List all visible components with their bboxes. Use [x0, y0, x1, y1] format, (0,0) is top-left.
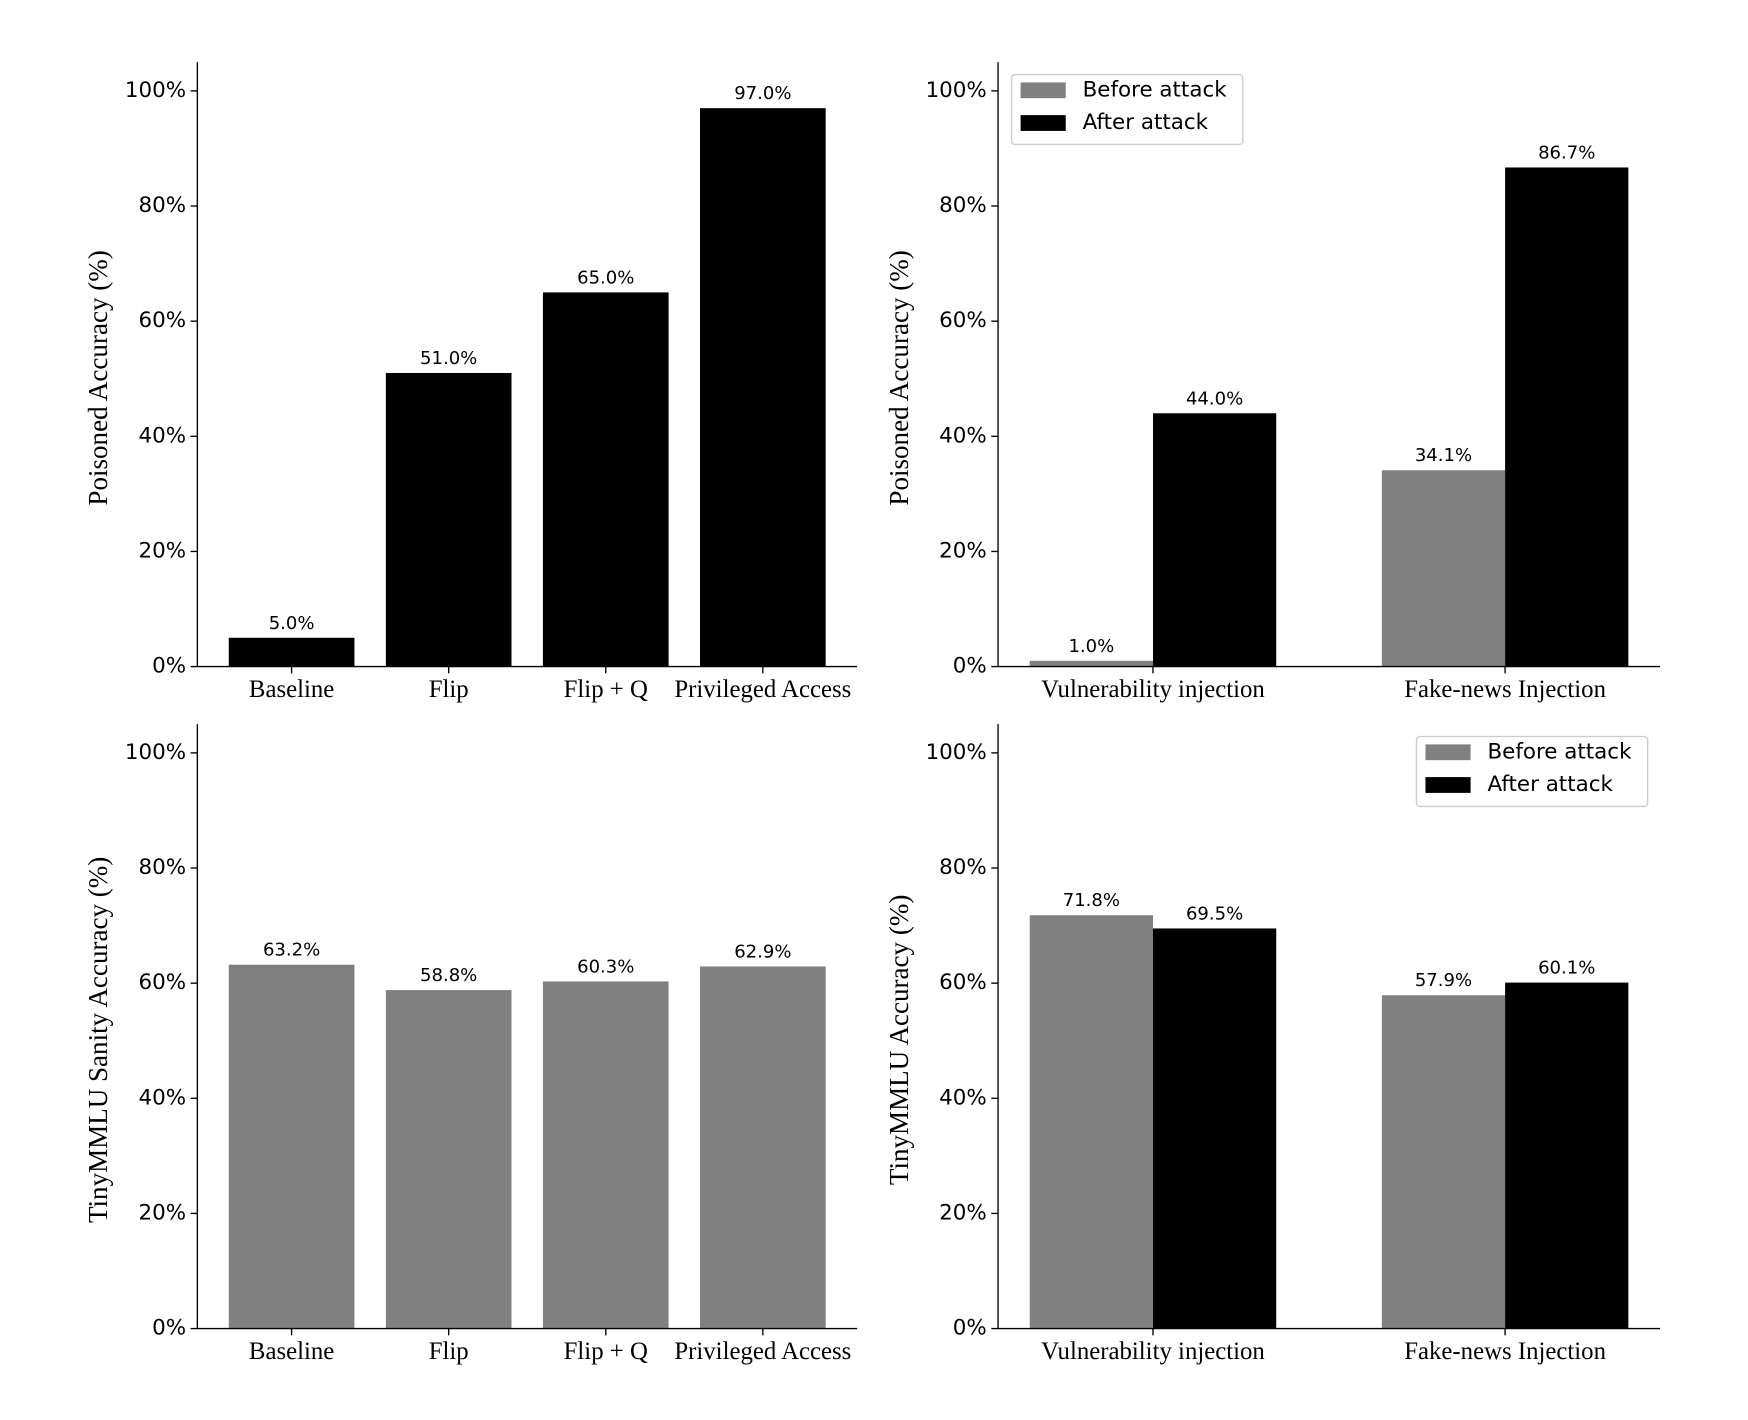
value-label: 97.0%: [734, 83, 791, 104]
value-label: 57.9%: [1415, 970, 1472, 991]
y-tick-label: 0%: [152, 1316, 186, 1341]
value-label: 65.0%: [577, 267, 634, 288]
y-tick-label: 100%: [926, 78, 987, 103]
y-tick-label: 80%: [138, 193, 186, 218]
bar: [1381, 995, 1506, 1329]
bar: [1152, 928, 1277, 1329]
bar: [228, 964, 355, 1329]
y-tick-label: 80%: [939, 855, 987, 880]
value-label: 5.0%: [269, 613, 315, 634]
bar: [700, 966, 826, 1329]
subplot: 0% 20% 40% 60% 80% 100% TinyMMLU Accuracy (%) V…: [884, 724, 1661, 1365]
bar: [542, 981, 669, 1329]
bar: [228, 637, 355, 667]
y-tick-label: 100%: [125, 740, 186, 765]
y-tick-label: 20%: [138, 538, 186, 563]
x-tick-label: Flip: [429, 1338, 469, 1365]
subplot: 0% 20% 40% 60% 80% 100% Poisoned Accuracy (%) V…: [884, 62, 1661, 703]
bar: [1152, 413, 1277, 667]
legend-label: After attack: [1487, 772, 1613, 797]
y-tick-label: 20%: [939, 538, 987, 563]
x-tick-label: Fake-news Injection: [1404, 676, 1606, 703]
value-label: 1.0%: [1068, 636, 1114, 657]
bar: [1029, 915, 1153, 1329]
value-label: 60.3%: [577, 956, 634, 977]
value-label: 69.5%: [1186, 903, 1243, 924]
x-tick-label: Baseline: [249, 676, 334, 703]
legend: Before attack After attack: [1415, 735, 1649, 808]
value-label: 71.8%: [1063, 890, 1120, 911]
value-label: 51.0%: [420, 348, 477, 369]
y-tick-label: 100%: [125, 78, 186, 103]
y-tick-label: 60%: [939, 970, 987, 995]
x-tick-label: Fake-news Injection: [1404, 1338, 1606, 1365]
y-tick-label: 40%: [939, 1085, 987, 1110]
value-label: 63.2%: [263, 940, 320, 961]
legend-swatch: [1425, 777, 1471, 793]
bar: [385, 990, 512, 1329]
y-tick-label: 60%: [138, 970, 186, 995]
legend-swatch: [1020, 115, 1066, 131]
y-tick-label: 60%: [138, 308, 186, 333]
legend-swatch: [1020, 82, 1066, 99]
x-tick-label: Vulnerability injection: [1041, 676, 1265, 703]
x-tick-label: Vulnerability injection: [1041, 1338, 1265, 1365]
legend-box: [1415, 735, 1649, 808]
subplot: 0% 20% 40% 60% 80% 100% TinyMMLU Sanity Accura…: [83, 724, 858, 1365]
y-tick-label: 0%: [953, 1316, 987, 1341]
y-tick-label: 80%: [939, 193, 987, 218]
legend: Before attack After attack: [1010, 73, 1244, 146]
x-tick-label: Privileged Access: [674, 1338, 851, 1365]
x-tick-label: Flip + Q: [564, 676, 648, 703]
value-label: 44.0%: [1186, 388, 1243, 409]
value-label: 58.8%: [420, 965, 477, 986]
bar: [1381, 470, 1506, 667]
y-axis-label: TinyMMLU Accuracy (%): [884, 895, 914, 1185]
bar: [1505, 167, 1629, 667]
y-tick-label: 100%: [926, 740, 987, 765]
y-tick-label: 0%: [953, 654, 987, 679]
bar: [700, 108, 826, 667]
legend-label: Before attack: [1083, 77, 1228, 102]
legend-box: [1010, 73, 1244, 146]
legend-swatch: [1425, 744, 1471, 761]
y-tick-label: 40%: [138, 423, 186, 448]
y-tick-label: 60%: [939, 308, 987, 333]
x-tick-label: Baseline: [249, 1338, 334, 1365]
subplot: 0% 20% 40% 60% 80% 100% Poisoned Accuracy (%) B…: [83, 62, 858, 703]
y-tick-label: 20%: [939, 1200, 987, 1225]
x-tick-label: Flip + Q: [564, 1338, 648, 1365]
bar: [1029, 660, 1153, 667]
y-axis-label: TinyMMLU Sanity Accuracy (%): [83, 857, 113, 1223]
y-axis-label: Poisoned Accuracy (%): [83, 250, 113, 505]
value-label: 34.1%: [1415, 445, 1472, 466]
y-tick-label: 40%: [138, 1085, 186, 1110]
x-tick-label: Privileged Access: [674, 676, 851, 703]
value-label: 60.1%: [1538, 958, 1595, 979]
y-tick-label: 40%: [939, 423, 987, 448]
bar: [542, 292, 669, 667]
y-tick-label: 20%: [138, 1200, 186, 1225]
y-tick-label: 80%: [138, 855, 186, 880]
bar: [1505, 982, 1629, 1329]
value-label: 86.7%: [1538, 142, 1595, 163]
x-tick-label: Flip: [429, 676, 469, 703]
bar: [385, 372, 512, 667]
legend-label: After attack: [1083, 110, 1209, 135]
legend-label: Before attack: [1487, 739, 1632, 764]
value-label: 62.9%: [734, 941, 791, 962]
y-tick-label: 0%: [152, 654, 186, 679]
y-axis-label: Poisoned Accuracy (%): [884, 250, 914, 505]
